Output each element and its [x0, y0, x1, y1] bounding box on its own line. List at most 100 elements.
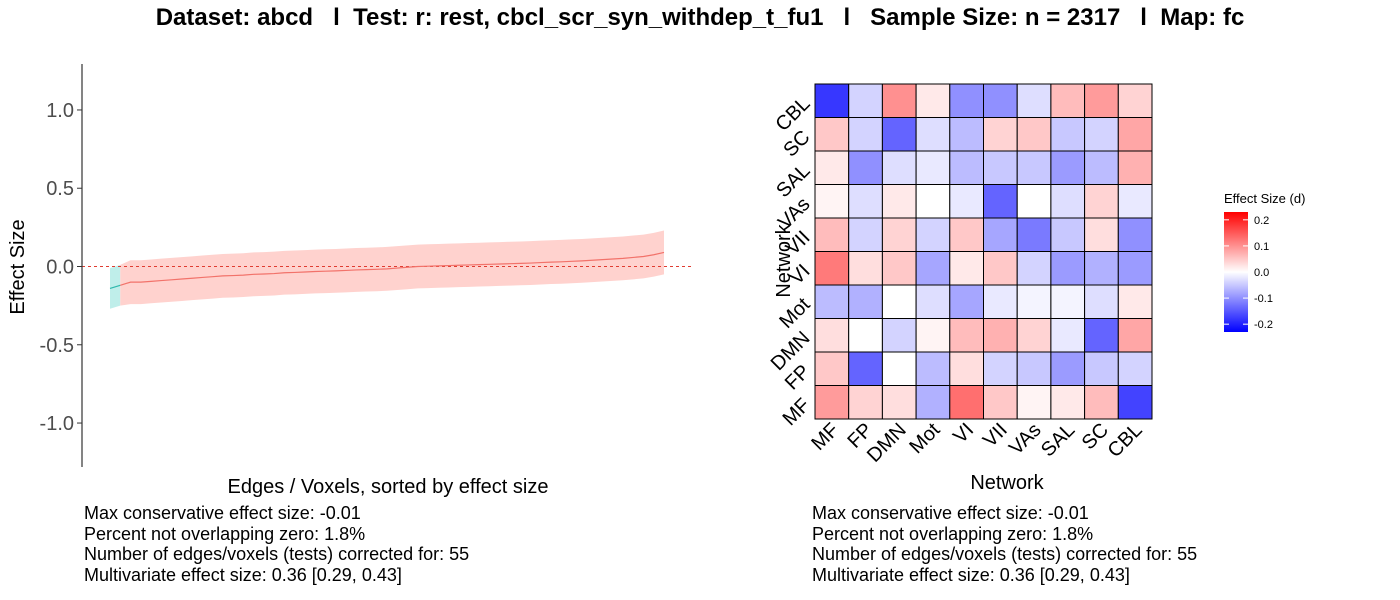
heatmap-cell [814, 150, 850, 185]
heatmap-cell [848, 351, 883, 386]
heatmap-cell [848, 117, 883, 152]
heatmap-cell [814, 117, 850, 152]
heatmap-cell [1016, 284, 1052, 319]
heatmap-cell [983, 385, 1018, 420]
confidence-band-group [110, 230, 664, 309]
heatmap-y-tick-label: Mot [775, 293, 814, 332]
color-legend: Effect Size (d) 0.2 0.1 0.0 -0.1 -0.2 [1224, 191, 1305, 332]
stats-right-line: Percent not overlapping zero: 1.8% [812, 523, 1094, 544]
heatmap-cell [814, 251, 850, 286]
legend-tick-label: 0.0 [1254, 267, 1269, 279]
heatmap-cell [848, 284, 883, 319]
estimate-line-group [109, 251, 665, 289]
heatmap-cell [915, 251, 951, 286]
heatmap-cell [881, 351, 917, 386]
heatmap-cell [949, 217, 984, 252]
heatmap-cell [1117, 284, 1153, 319]
heatmap-cell [848, 251, 883, 286]
heatmap-cell [1016, 351, 1052, 386]
stats-left-line: Multivariate effect size: 0.36 [0.29, 0.… [84, 564, 402, 585]
heatmap-cell [915, 83, 951, 118]
heatmap-y-tick-label: CBL [771, 93, 814, 136]
heatmap-cell [983, 83, 1018, 118]
heatmap-cell [949, 385, 984, 420]
heatmap-cell [814, 318, 850, 353]
effect-size-chart: 1.0 0.5 0.0 -0.5 -1.0 Edges / Voxels, sorted… [7, 64, 692, 498]
heatmap-cell [848, 385, 883, 420]
heatmap-cell [1117, 83, 1153, 118]
heatmap-cell [881, 251, 917, 286]
legend-tick-label: -0.1 [1254, 293, 1273, 305]
heatmap-x-tick-label: MF [807, 419, 843, 455]
heatmap-cell [949, 351, 984, 386]
heatmap-cell [848, 184, 883, 219]
heatmap-cell [1084, 150, 1119, 185]
heatmap-cell [915, 150, 951, 185]
heatmap-cell [983, 184, 1018, 219]
heatmap-y-tick-label: SAL [772, 160, 814, 202]
heatmap-cell [1084, 284, 1119, 319]
heatmap-cell [1084, 83, 1119, 118]
x-axis-label: Edges / Voxels, sorted by effect size [228, 476, 549, 498]
heatmap-x-axis-label: Network [970, 472, 1044, 494]
heatmap-cell [881, 217, 917, 252]
heatmap-cell [881, 117, 917, 152]
heatmap-cell [1117, 117, 1153, 152]
heatmap-cell [1016, 217, 1052, 252]
legend-title: Effect Size (d) [1224, 191, 1305, 206]
heatmap-cell [915, 284, 951, 319]
estimate-line-positive [120, 251, 665, 286]
heatmap-cell [1016, 83, 1052, 118]
y-axis-ticks: 1.0 0.5 0.0 -0.5 -1.0 [40, 100, 82, 435]
heatmap-cell [881, 150, 917, 185]
heatmap-cell [983, 117, 1018, 152]
heatmap-cell [1050, 117, 1086, 152]
heatmap-cell [881, 83, 917, 118]
heatmap-cell [915, 184, 951, 219]
heatmap-cell [915, 351, 951, 386]
stats-left: Max conservative effect size: -0.01 Perc… [84, 503, 469, 585]
stats-right-line: Number of edges/voxels (tests) corrected… [812, 544, 1198, 564]
heatmap-cell [1016, 184, 1052, 219]
heatmap-cell [1050, 251, 1086, 286]
heatmap-cell [1084, 351, 1119, 386]
heatmap-cell [1117, 150, 1153, 185]
heatmap-cell [1016, 150, 1052, 185]
heatmap-cell [1050, 217, 1086, 252]
heatmap-x-tick-label: Mot [905, 419, 944, 458]
heatmap-cell [814, 351, 850, 386]
stats-right-line: Max conservative effect size: -0.01 [812, 503, 1089, 523]
heatmap-x-tick-label: SAL [1037, 419, 1079, 461]
heatmap-cell [983, 150, 1018, 185]
legend-ticks: 0.2 0.1 0.0 -0.1 -0.2 [1224, 215, 1273, 331]
legend-tick-label: -0.2 [1254, 319, 1273, 331]
y-tick-label: -0.5 [40, 335, 74, 357]
heatmap-cell [915, 385, 951, 420]
heatmap-cell [814, 385, 850, 420]
heatmap-cell [915, 117, 951, 152]
stats-left-line: Max conservative effect size: -0.01 [84, 503, 361, 523]
stats-right: Max conservative effect size: -0.01 Perc… [812, 503, 1197, 585]
heatmap-cell [949, 117, 984, 152]
heatmap-cell [1050, 184, 1086, 219]
heatmap-cell [1050, 351, 1086, 386]
heatmap-cell [983, 251, 1018, 286]
heatmap-cell [949, 150, 984, 185]
heatmap-cell [848, 217, 883, 252]
heatmap-cell [1050, 318, 1086, 353]
legend-tick-label: 0.1 [1254, 241, 1269, 253]
heatmap-cell [1117, 385, 1153, 420]
heatmap-cell [949, 318, 984, 353]
heatmap-cell [915, 217, 951, 252]
y-tick-label: 0.0 [46, 257, 74, 279]
heatmap-cell [1084, 117, 1119, 152]
heatmap-x-tick-label: VAs [1005, 419, 1045, 459]
heatmap-x-tick-label: CBL [1104, 419, 1147, 462]
heatmap-cell [1084, 251, 1119, 286]
y-tick-label: 1.0 [46, 100, 74, 122]
heatmap-cell [814, 83, 850, 118]
heatmap-cell [881, 284, 917, 319]
estimate-line-negative [109, 284, 121, 289]
heatmap-x-tick-label: VI [949, 419, 978, 448]
stats-left-line: Number of edges/voxels (tests) corrected… [84, 544, 470, 564]
